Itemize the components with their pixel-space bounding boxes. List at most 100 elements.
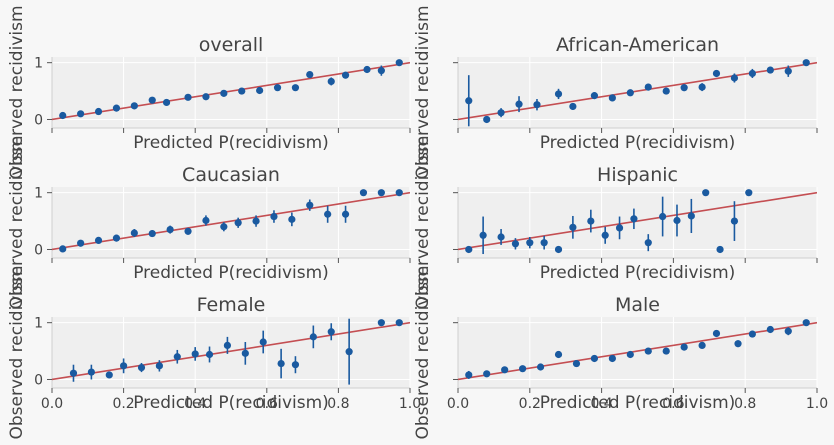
data-point [223, 341, 232, 349]
data-point [277, 359, 285, 368]
data-point [120, 362, 128, 370]
data-point [497, 233, 505, 241]
y-axis-label: Observed recidivism [7, 135, 27, 309]
y-axis-label: Observed recidivism [7, 5, 27, 179]
data-point [288, 215, 296, 223]
data-point [590, 92, 599, 100]
data-point [87, 368, 95, 376]
y-axis-label: Observed recidivism [413, 265, 433, 439]
data-point [644, 347, 652, 355]
data-point [554, 245, 563, 254]
data-point [554, 350, 563, 359]
data-point [363, 65, 371, 74]
data-point [687, 212, 695, 220]
y-tick-label: 1 [34, 56, 43, 72]
x-tick-label: 0.6 [256, 396, 278, 412]
data-point [252, 217, 260, 225]
data-point [716, 245, 724, 254]
data-point [205, 350, 214, 359]
data-point [327, 77, 335, 86]
data-point [220, 223, 228, 231]
data-point [698, 83, 706, 91]
data-point [465, 97, 473, 105]
x-axis-label: Predicted P(recidivism) [133, 393, 329, 413]
data-point [540, 239, 548, 247]
data-point [155, 362, 163, 370]
data-point [748, 330, 756, 338]
data-point [784, 327, 792, 335]
data-point [259, 338, 267, 346]
x-tick-label: 0.6 [662, 396, 684, 412]
data-point [745, 189, 753, 197]
y-axis-label: Observed recidivism [413, 5, 433, 179]
data-point [608, 94, 616, 102]
subplot-title: Female [197, 294, 266, 316]
data-point [734, 340, 742, 348]
data-point [698, 341, 706, 349]
data-point [130, 229, 138, 237]
data-point [395, 189, 403, 197]
data-point [515, 100, 523, 108]
data-point [483, 370, 491, 378]
x-axis-label: Predicted P(recidivism) [133, 263, 329, 283]
data-point [395, 59, 403, 67]
subplot-title: overall [199, 34, 264, 56]
x-axis-label: Predicted P(recidivism) [540, 263, 736, 283]
x-tick-label: 1.0 [806, 396, 828, 412]
x-axis-label: Predicted P(recidivism) [540, 133, 736, 153]
data-point [377, 67, 385, 75]
data-point [359, 189, 368, 197]
data-point [148, 229, 156, 238]
x-tick-label: 0.2 [112, 396, 134, 412]
data-point [202, 216, 210, 225]
data-point [590, 354, 599, 363]
data-point [148, 96, 156, 104]
plot-area [458, 187, 817, 258]
x-tick-label: 0.0 [447, 396, 469, 412]
data-point [659, 212, 667, 221]
data-point [730, 74, 739, 82]
x-tick-label: 0.8 [734, 396, 756, 412]
data-point [730, 217, 739, 225]
data-point [465, 371, 473, 379]
data-point [662, 347, 670, 355]
data-point [662, 87, 670, 95]
data-point [273, 84, 282, 92]
y-axis-label: Observed recidivism [413, 135, 433, 309]
data-point [644, 83, 652, 91]
data-point [511, 240, 520, 248]
data-point [191, 350, 199, 358]
data-point [712, 69, 721, 78]
perfect-calibration-line [52, 61, 410, 121]
y-tick-label: 0 [34, 372, 43, 388]
data-point [702, 189, 710, 197]
data-point [59, 245, 67, 253]
data-point [69, 369, 78, 377]
y-tick-label: 0 [34, 112, 43, 128]
data-point [291, 361, 300, 369]
subplot-african-american: African-American Predicted P(recidivism) O… [413, 5, 818, 180]
plot-area [52, 57, 410, 128]
subplot-title: Hispanic [597, 164, 678, 186]
subplot-title: Caucasian [182, 164, 280, 186]
perfect-calibration-line [458, 321, 817, 381]
perfect-calibration-line [458, 191, 817, 251]
data-point [766, 66, 774, 74]
data-point [77, 110, 85, 118]
data-point [483, 115, 491, 124]
data-point [536, 363, 545, 371]
data-point [802, 59, 810, 67]
data-point [377, 319, 385, 327]
data-point [569, 223, 577, 231]
y-tick-label: 1 [34, 316, 43, 332]
data-point [554, 90, 563, 98]
data-point [306, 201, 314, 209]
data-point [270, 212, 278, 221]
data-point [324, 210, 332, 218]
data-point [341, 71, 350, 79]
data-point [173, 353, 181, 361]
x-axis-label: Predicted P(recidivism) [133, 133, 329, 153]
data-point [673, 216, 681, 225]
data-point [112, 234, 121, 242]
